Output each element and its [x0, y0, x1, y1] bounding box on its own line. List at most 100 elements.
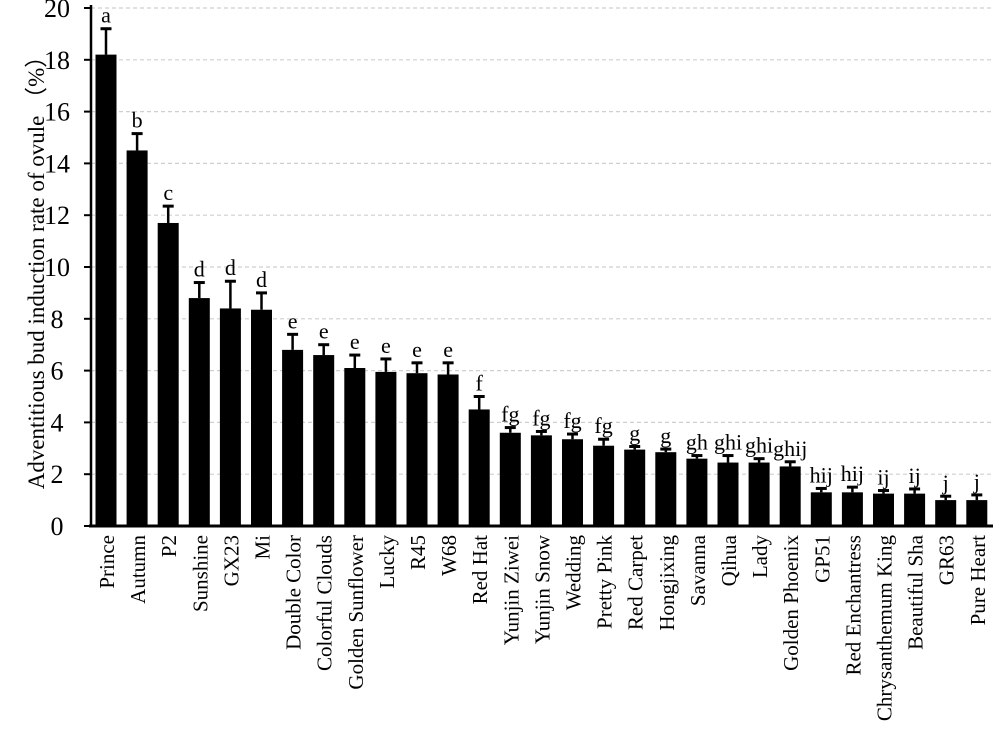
y-tick-label: 16 [44, 98, 70, 127]
bar [406, 373, 428, 526]
bar [437, 374, 459, 526]
bar [313, 355, 335, 526]
x-tick-label: Pure Heart [966, 535, 990, 626]
bar [126, 150, 148, 526]
x-tick-label: Beautiful Sha [904, 534, 928, 650]
bar [841, 492, 863, 526]
x-tick-label: Chrysanthemum King [873, 535, 897, 722]
x-tick-label: Sunshine [188, 535, 212, 612]
sig-letter: d [256, 267, 267, 292]
bar [95, 54, 117, 527]
x-tick-label: GX23 [219, 535, 243, 586]
bar [655, 452, 677, 526]
bar [873, 493, 894, 526]
bar [686, 458, 708, 526]
sig-letter: e [381, 333, 391, 358]
x-tick-label: Autumn [126, 535, 150, 604]
x-tick-label: W68 [437, 535, 461, 576]
sig-letter: b [132, 108, 143, 133]
sig-letter: g [660, 423, 671, 448]
x-tick-label: GR63 [935, 535, 959, 585]
bar [499, 432, 521, 526]
sig-letter: hij [841, 461, 864, 486]
bar [904, 493, 926, 526]
x-tick-label: Mi [251, 535, 275, 560]
bar [344, 368, 366, 526]
plot-area: 0 2 4 6 8 10 12 14 16 18 20 a Prince b Autumn c P2 d Sunsh… [44, 0, 993, 721]
y-tick-label: 0 [51, 512, 64, 541]
x-tick-label: Red Hat [468, 535, 492, 605]
bar [593, 445, 615, 526]
sig-letter: ghi [714, 430, 742, 455]
x-tick-label: Pretty Pink [593, 535, 617, 629]
bar [810, 492, 832, 526]
bar [562, 439, 583, 526]
sig-letter: d [194, 257, 205, 282]
x-tick-label: Lucky [375, 535, 399, 589]
sig-letter: c [163, 180, 173, 205]
sig-letter: f [476, 371, 484, 396]
y-tick-label: 2 [51, 460, 64, 489]
sig-letter: a [101, 3, 111, 28]
bar [530, 435, 552, 526]
x-tick-label: Red Enchantress [841, 535, 865, 676]
bar [468, 409, 490, 526]
bar [375, 371, 397, 526]
bar [717, 462, 739, 526]
x-tick-label: R45 [406, 535, 430, 570]
x-tick-label: P2 [157, 535, 181, 557]
x-tick-label: Qihua [717, 534, 741, 586]
x-tick-label: Wedding [562, 535, 586, 611]
sig-letter: e [412, 337, 422, 362]
sig-letter: fg [501, 402, 519, 427]
sig-letter: g [629, 420, 640, 445]
bar [219, 308, 241, 526]
y-tick-label: 18 [44, 46, 70, 75]
sig-letter: j [942, 470, 949, 495]
sig-letter: ij [877, 465, 889, 490]
y-tick-label: 14 [44, 149, 70, 178]
sig-letter: e [443, 337, 453, 362]
sig-letter: ghij [773, 436, 807, 461]
sig-letter: e [288, 308, 298, 333]
x-tick-label: Colorful Clouds [313, 535, 337, 671]
y-tick-label: 10 [44, 253, 70, 282]
x-tick-label: Double Color [282, 535, 306, 650]
sig-letter: d [225, 255, 236, 280]
bar [188, 298, 210, 526]
x-tick-label: Golden Sunflower [344, 535, 368, 690]
sig-letter: j [973, 469, 980, 494]
bar [935, 500, 957, 526]
sig-letter: fg [594, 413, 612, 438]
sig-letter: gh [686, 430, 708, 455]
x-tick-label: Red Carpet [624, 535, 648, 630]
bar [966, 500, 988, 526]
x-tick-label: GP51 [810, 535, 834, 583]
x-tick-label: Yunjin Ziwei [499, 535, 523, 645]
y-tick-label: 12 [44, 201, 70, 230]
bar [157, 222, 179, 526]
y-tick-label: 4 [51, 408, 64, 437]
bar [779, 466, 801, 526]
sig-letter: ghi [745, 433, 773, 458]
y-tick-label: 8 [51, 305, 64, 334]
x-tick-label: Lady [748, 535, 772, 579]
x-tick-label: Yunjin Snow [530, 534, 554, 644]
sig-letter: e [350, 329, 360, 354]
sig-letter: fg [532, 405, 550, 430]
sig-letter: e [319, 319, 329, 344]
x-tick-label: Savanna [686, 534, 710, 606]
y-axis-title: Adventitious bud induction rate of ovule… [24, 45, 49, 490]
bar [748, 462, 770, 526]
y-tick-label: 6 [51, 357, 64, 386]
bar [251, 309, 272, 526]
bar [282, 349, 304, 526]
y-tick-label: 20 [44, 0, 70, 23]
sig-letter: hij [810, 462, 833, 487]
sig-letter: fg [563, 408, 581, 433]
x-tick-label: Prince [95, 535, 119, 589]
sig-letter: ij [908, 463, 920, 488]
bar [624, 449, 646, 526]
